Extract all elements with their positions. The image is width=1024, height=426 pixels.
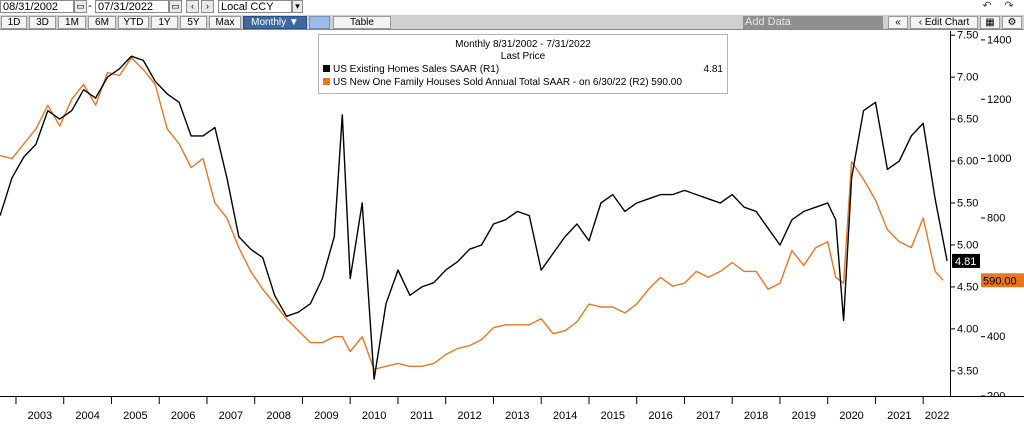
date-separator: - (88, 0, 92, 12)
last-value-label-existing: 4.81 (955, 256, 976, 268)
range-1d-button[interactable]: 1D (1, 16, 27, 29)
left-axis-tick-label: 5.50 (957, 198, 978, 210)
range-1y-button[interactable]: 1Y (151, 16, 178, 29)
right-axes: 3.504.004.505.005.506.006.507.007.502004… (951, 30, 1024, 403)
x-axis-tick-label: 2017 (696, 410, 720, 422)
legend-row-new: US New One Family Houses Sold Annual Tot… (323, 77, 682, 89)
x-axis-tick-label: 2010 (362, 410, 386, 422)
end-date-calendar-icon[interactable]: ▭ (169, 0, 182, 13)
legend-subtitle: Last Price (500, 51, 546, 62)
legend-label-new: US New One Family Houses Sold Annual Tot… (333, 77, 682, 88)
range-max-button[interactable]: Max (209, 16, 241, 29)
legend-row-existing: US Existing Homes Sales SAAR (R1) (323, 64, 499, 76)
legend-swatch-new (323, 78, 330, 85)
next-period-icon[interactable]: › (201, 0, 214, 13)
x-axis-tick-label: 2009 (314, 410, 338, 422)
left-axis-tick-label: 4.50 (957, 281, 978, 293)
left-axis-tick-label: 3.50 (957, 365, 978, 377)
frequency-dropdown[interactable]: Monthly ▼ (243, 16, 307, 29)
x-axis-tick-label: 2021 (887, 410, 911, 422)
right-axis-tick-label: 1400 (987, 34, 1011, 46)
x-axis-tick-label: 2022 (925, 410, 949, 422)
currency-dropdown-icon[interactable]: ▾ (292, 0, 303, 13)
left-axis-tick-label: 4.00 (957, 323, 978, 335)
chart-type-button[interactable] (309, 16, 330, 29)
range-1m-button[interactable]: 1M (58, 16, 86, 29)
legend-label-existing: US Existing Homes Sales SAAR (R1) (333, 64, 500, 75)
gear-icon[interactable]: ⚙ (1002, 16, 1022, 29)
chart-legend: Monthly 8/31/2002 - 7/31/2022 Last Price… (318, 34, 728, 94)
legend-swatch-existing (323, 65, 330, 72)
x-axis-tick-label: 2003 (28, 410, 52, 422)
right-axis-tick-label: 1200 (987, 94, 1011, 106)
edit-chart-icon: ‹ (918, 17, 923, 28)
add-data-field[interactable]: Add Data (743, 16, 883, 29)
edit-chart-label: Edit Chart (924, 17, 970, 28)
x-axis-tick-label: 2016 (648, 410, 672, 422)
left-axis-tick-label: 7.00 (957, 72, 978, 84)
right-axis-tick-label: 800 (987, 212, 1005, 224)
last-value-tag-existing (952, 253, 980, 268)
undo-icon[interactable]: ↶ (982, 0, 992, 12)
collapse-icon[interactable]: « (888, 16, 908, 29)
end-date-field[interactable]: 07/31/2022 (95, 0, 169, 13)
toolbar-top: 08/31/2002 ▭ - 07/31/2022 ▭ ‹ › Local CC… (0, 0, 1024, 14)
redo-icon[interactable]: ↷ (1004, 0, 1014, 12)
start-date-calendar-icon[interactable]: ▭ (74, 0, 87, 13)
currency-select[interactable]: Local CCY (218, 0, 292, 13)
range-3d-button[interactable]: 3D (29, 16, 56, 29)
series-line-existing (0, 55, 948, 380)
x-axis-tick-label: 2008 (266, 410, 290, 422)
x-axis: 2003 2004 2005 2006 2007 2008 2009 2010 2011 2012… (0, 396, 1024, 426)
x-axis-tick-label: 2020 (839, 410, 863, 422)
x-axis-tick-label: 2007 (219, 410, 243, 422)
x-axis-tick-label: 2012 (457, 410, 481, 422)
prev-period-icon[interactable]: ‹ (186, 0, 199, 13)
y-axes: 3.504.004.505.005.506.006.507.007.502004… (951, 30, 1024, 403)
x-axis-ticks: 2003 2004 2005 2006 2007 2008 2009 2010 2011 2012… (15, 397, 949, 422)
edit-chart-button[interactable]: ‹ Edit Chart (910, 16, 978, 29)
range-6m-button[interactable]: 6M (88, 16, 116, 29)
x-axis-tick-label: 2019 (792, 410, 816, 422)
start-date-field[interactable]: 08/31/2002 (0, 0, 74, 13)
toolbar-ranges: 1D 3D 1M 6M YTD 1Y 5Y Max Monthly ▼ Tabl… (0, 14, 1024, 30)
left-axis-tick-label: 7.50 (957, 31, 978, 42)
legend-value-existing: 4.81 (703, 64, 723, 75)
x-axis-tick-label: 2005 (123, 410, 147, 422)
last-value-label-new: 590.00 (983, 275, 1017, 287)
x-axis-tick-label: 2018 (744, 410, 768, 422)
chart-lines (0, 55, 948, 380)
x-axis-tick-label: 2013 (505, 410, 529, 422)
legend-title: Monthly 8/31/2002 - 7/31/2022 (455, 39, 591, 50)
x-axis-tick-label: 2015 (601, 410, 625, 422)
series-line-new (0, 57, 944, 370)
x-axis-tick-label: 2006 (171, 410, 195, 422)
x-axis-tick-label: 2011 (410, 410, 434, 422)
left-axis-tick-label: 6.00 (957, 156, 978, 168)
range-5y-button[interactable]: 5Y (180, 16, 207, 29)
right-axis-tick-label: 1000 (987, 153, 1011, 165)
x-axis-tick-label: 2014 (553, 410, 577, 422)
left-axis-tick-label: 5.00 (957, 239, 978, 251)
left-axis-tick-label: 6.50 (957, 114, 978, 126)
chart-settings-icon[interactable]: ▦ (980, 16, 1000, 29)
right-axis-tick-label: 400 (987, 331, 1005, 343)
last-value-tag-new (981, 273, 1024, 288)
table-button[interactable]: Table (333, 16, 391, 29)
x-axis-tick-label: 2004 (75, 410, 99, 422)
range-ytd-button[interactable]: YTD (118, 16, 149, 29)
